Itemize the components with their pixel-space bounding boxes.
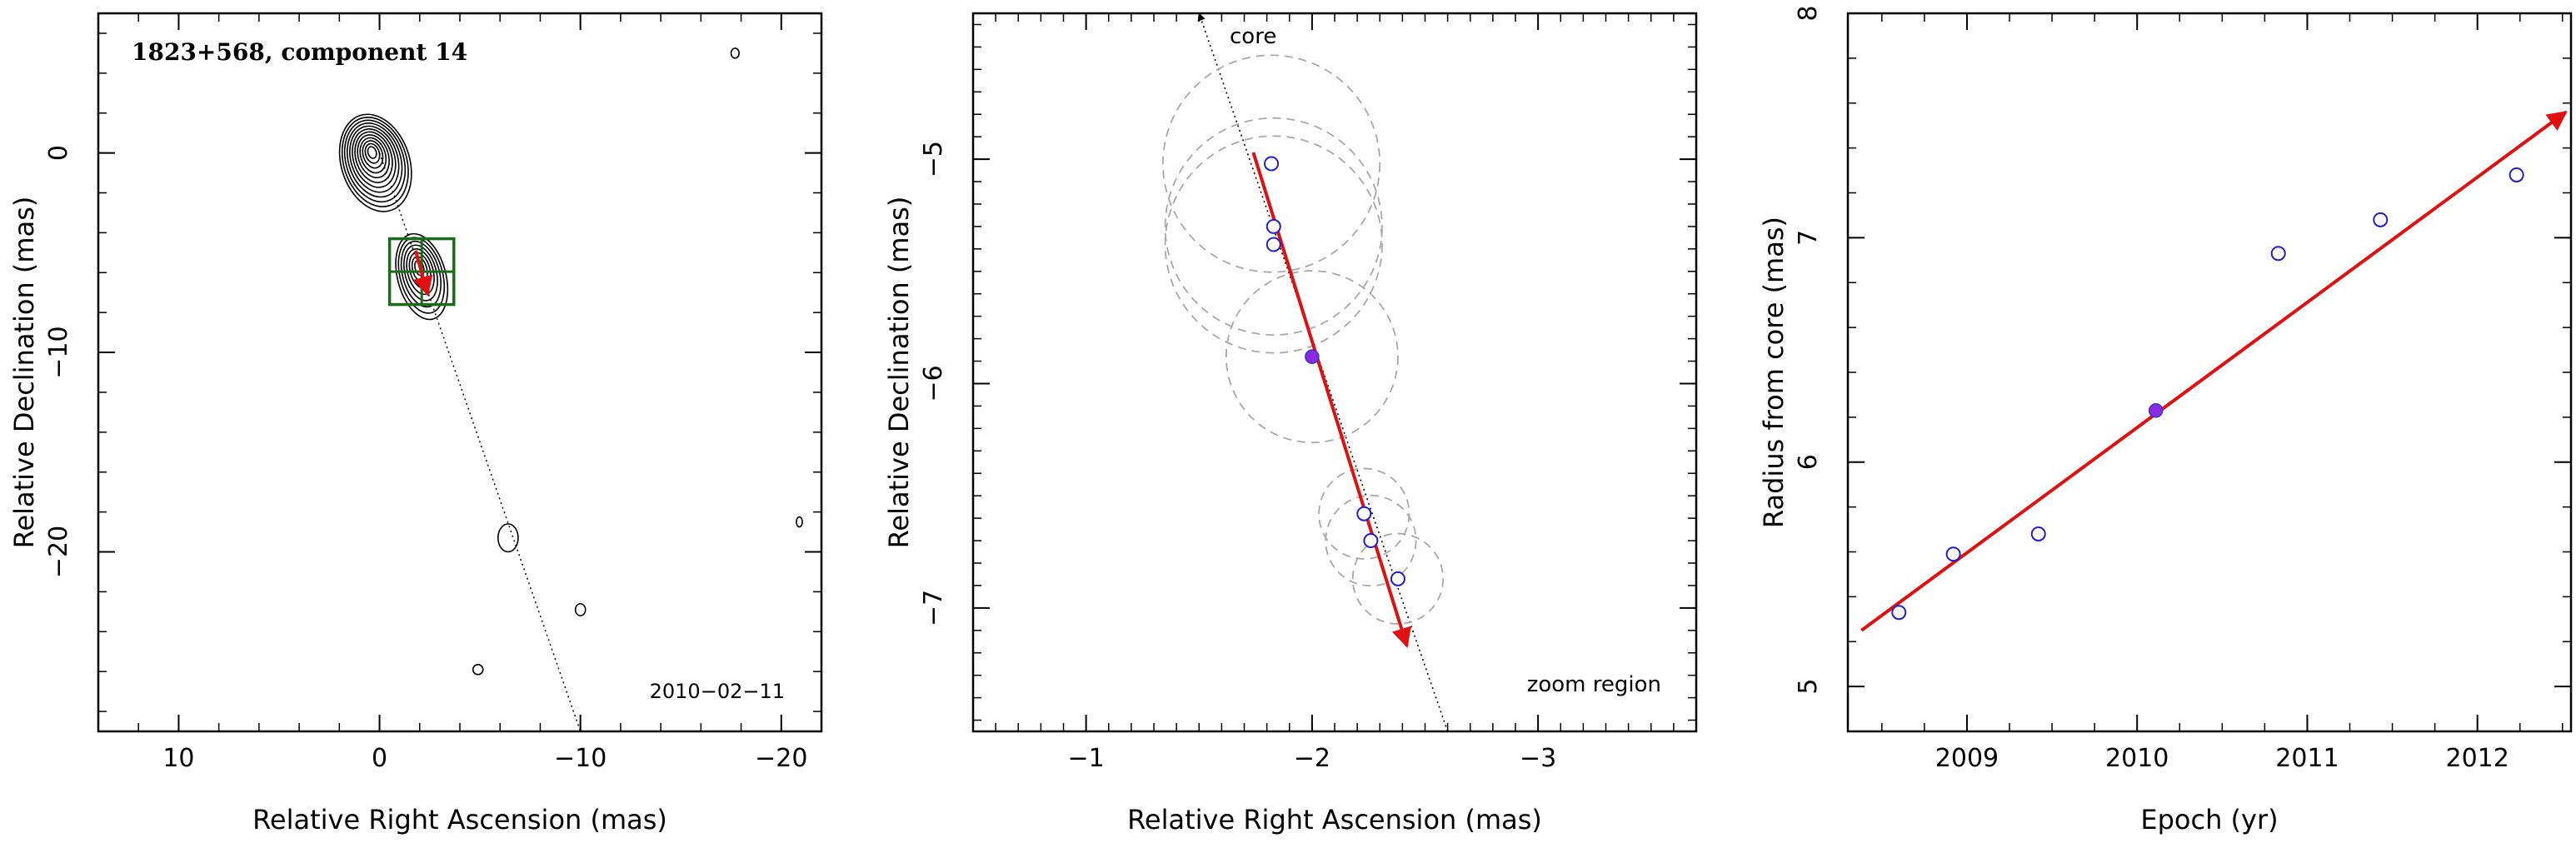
- p1-contour-component: [403, 244, 438, 302]
- p2-motion-vector: [1251, 152, 1411, 648]
- p2-component-size-circle: [1161, 54, 1381, 273]
- p2-zoom-annotation: zoom region: [1527, 672, 1661, 697]
- p1-x-axis-label: Relative Right Ascension (mas): [252, 804, 667, 836]
- p1-contour-knot: [574, 602, 587, 616]
- p2-position-point: [1356, 506, 1372, 521]
- p3-x-tick-label: 2009: [1935, 744, 1999, 773]
- p3-data-point: [1945, 546, 1961, 562]
- p1-contour-component: [395, 232, 449, 321]
- p2-component-size-circle: [1164, 117, 1383, 337]
- p3-y-axis-label: Radius from core (mas): [1758, 217, 1790, 528]
- panel-zoom-region: −1 −2 −3 −5 −6 −7 core zoom region Relative R…: [883, 12, 1698, 836]
- p2-position-point: [1264, 156, 1280, 172]
- p3-axis-ticks: 2009 2010 2011 2012 5 6 7 8: [1794, 5, 2571, 773]
- p3-fit-line: [1860, 110, 2568, 632]
- p3-x-tick-label: 2011: [2275, 744, 2339, 773]
- p2-x-tick-label: −3: [1520, 744, 1556, 773]
- p1-x-tick-label: 0: [372, 744, 387, 773]
- p2-component-size-circle: [1225, 270, 1399, 444]
- p1-x-tick-label: −10: [554, 744, 607, 773]
- p2-frame: [971, 12, 1698, 733]
- p2-y-tick-label: −6: [919, 365, 948, 402]
- p1-y-tick-label: 0: [44, 145, 73, 161]
- p1-x-tick-label: 10: [162, 744, 194, 773]
- p2-position-point: [1363, 533, 1379, 549]
- p2-core-annotation: core: [1230, 24, 1276, 49]
- p3-plot-content: [1860, 110, 2568, 632]
- p1-motion-vector: [413, 250, 433, 297]
- p3-x-axis-label: Epoch (yr): [2140, 804, 2278, 836]
- p1-y-tick-label: −10: [44, 326, 73, 378]
- p1-contour-core: [364, 142, 381, 164]
- p1-contour-core: [341, 116, 409, 207]
- panel-radius-vs-epoch: 2009 2010 2011 2012 5 6 7 8 Epoch (yr) Radius f…: [1758, 5, 2573, 836]
- p2-y-tick-label: −5: [919, 141, 948, 177]
- p1-contour-core: [367, 146, 377, 159]
- p1-contour-core: [349, 125, 400, 193]
- p2-y-axis-label: Relative Declination (mas): [883, 197, 915, 549]
- p2-position-point: [1266, 237, 1281, 252]
- p2-position-point: [1266, 218, 1281, 234]
- p1-frame: [97, 12, 823, 733]
- p3-data-point: [1891, 605, 1907, 621]
- p1-contour-core: [357, 134, 390, 179]
- p3-y-tick-label: 8: [1794, 5, 1823, 21]
- panel-contour-map: 10 0 −10 −200−10−20 1823+568, component 14 …: [8, 12, 823, 836]
- p3-y-tick-label: 6: [1794, 454, 1823, 470]
- p1-contour-core: [352, 128, 397, 188]
- p1-contour-core: [338, 113, 412, 212]
- p1-plot-content: [338, 47, 803, 732]
- p1-jet-axis: [378, 152, 582, 732]
- p1-y-tick-label: −20: [44, 526, 73, 578]
- p3-x-tick-label: 2012: [2445, 744, 2509, 773]
- p1-contour-knot: [472, 663, 484, 676]
- p2-x-axis-label: Relative Right Ascension (mas): [1127, 804, 1542, 836]
- p1-contour-core: [343, 119, 407, 203]
- p1-axis-ticks: 10 0 −10 −20 0 −10 −20: [44, 13, 822, 773]
- p1-date-annotation: 2010−02−11: [650, 680, 785, 703]
- p3-x-tick-label: 2010: [2105, 744, 2169, 773]
- p1-contour-knot: [796, 516, 803, 528]
- p1-contour-core: [359, 137, 387, 174]
- p1-contour-core: [354, 131, 393, 183]
- p2-x-tick-label: −1: [1068, 744, 1105, 773]
- p3-data-point: [2373, 212, 2389, 227]
- p3-data-point: [2509, 167, 2524, 182]
- p2-y-tick-label: −7: [919, 590, 948, 626]
- p3-data-point: [2030, 526, 2046, 541]
- p2-component-size-circle: [1325, 494, 1417, 587]
- p1-contour-core: [347, 122, 403, 198]
- p3-data-point: [2270, 246, 2286, 262]
- p2-axis-ticks: −1 −2 −3 −5 −6 −7: [919, 13, 1697, 773]
- p1-x-tick-label: −20: [755, 744, 807, 773]
- p2-position-point: [1390, 571, 1405, 586]
- p1-title: 1823+568, component 14: [132, 38, 467, 66]
- p1-contour-core: [362, 140, 384, 169]
- p2-plot-content: [1161, 12, 1449, 732]
- p1-y-axis-label: Relative Declination (mas): [8, 197, 40, 549]
- p2-x-tick-label: −2: [1294, 744, 1330, 773]
- p2-component-size-circle: [1351, 532, 1445, 625]
- p3-y-tick-label: 7: [1794, 230, 1823, 246]
- p3-reference-point: [2148, 403, 2164, 418]
- p2-component-size-circle: [1318, 467, 1410, 560]
- p3-y-tick-label: 5: [1794, 679, 1823, 695]
- p1-contour-component: [400, 240, 442, 308]
- p1-contour-knot: [497, 523, 519, 553]
- p2-reference-point: [1305, 349, 1320, 364]
- p2-component-size-circle: [1164, 135, 1383, 354]
- p1-contour-knot: [730, 47, 740, 59]
